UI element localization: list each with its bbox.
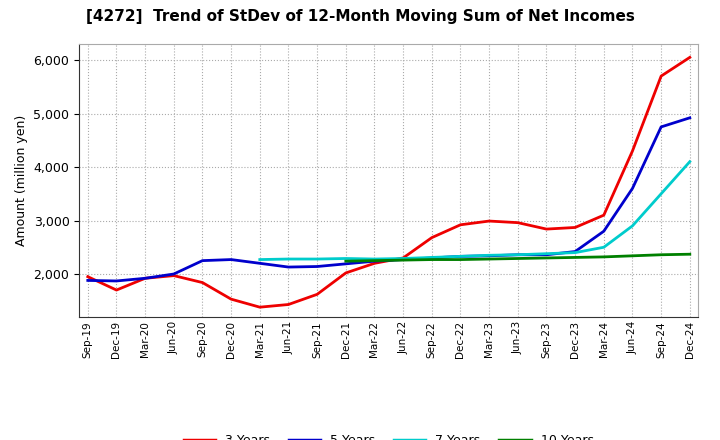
Text: [4272]  Trend of StDev of 12-Month Moving Sum of Net Incomes: [4272] Trend of StDev of 12-Month Moving… [86,9,634,24]
Legend: 3 Years, 5 Years, 7 Years, 10 Years: 3 Years, 5 Years, 7 Years, 10 Years [179,429,598,440]
Y-axis label: Amount (million yen): Amount (million yen) [15,115,28,246]
